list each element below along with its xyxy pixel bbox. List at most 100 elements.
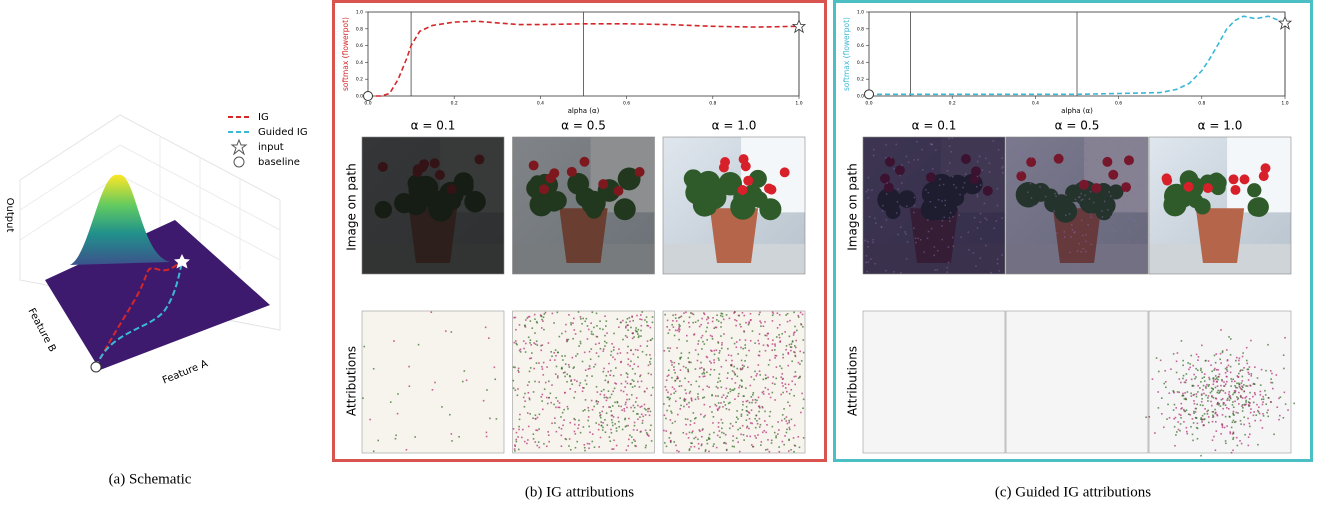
attribution-dot [1220, 398, 1223, 401]
attribution-dot [395, 434, 397, 437]
attribution-dot [607, 370, 610, 373]
attribution-dot [581, 322, 583, 325]
noise [1084, 194, 1086, 197]
attribution-dot [765, 431, 767, 434]
attribution-dot [597, 401, 600, 403]
attribution-dot [678, 326, 681, 328]
attribution-dot [740, 415, 743, 417]
attribution-dot [613, 439, 615, 442]
attribution-dot [762, 344, 765, 347]
attribution-dot [558, 426, 560, 429]
attribution-dot [1229, 432, 1232, 435]
attribution-dot [558, 335, 561, 338]
attribution-dot [802, 398, 805, 401]
noise [1045, 163, 1048, 166]
attribution-dot [741, 380, 743, 382]
attribution-dot [582, 426, 585, 428]
noise [1082, 248, 1085, 250]
attribution-dot [1272, 387, 1274, 390]
attribution-dot [533, 367, 535, 370]
attribution-dot [785, 431, 788, 434]
flower [1202, 183, 1213, 194]
attribution-dot [666, 396, 669, 399]
noise [1087, 224, 1089, 226]
attribution-dot [638, 335, 640, 337]
noise [934, 269, 937, 271]
attribution-dot [740, 346, 742, 349]
attribution-dot [517, 436, 519, 438]
attribution-dot [673, 441, 676, 443]
attribution-dot [704, 450, 707, 453]
attribution-dot [631, 441, 634, 444]
attribution-dot [756, 422, 759, 425]
attribution-dot [665, 389, 668, 391]
attribution-dot [701, 372, 704, 375]
attribution-dot [711, 335, 714, 338]
attribution-dot [529, 342, 531, 344]
noise [1118, 262, 1120, 264]
noise [1094, 167, 1097, 169]
attribution-dot [701, 348, 703, 350]
attribution-dot [587, 368, 590, 370]
attribution-dot [702, 397, 704, 399]
attribution-dot [639, 406, 642, 408]
image-dim [863, 137, 1005, 274]
attribution-dot [1265, 403, 1268, 406]
legend-label: Guided IG [258, 127, 308, 138]
noise [1002, 172, 1004, 174]
attribution-dot [741, 311, 744, 314]
attribution-dot [1208, 376, 1210, 379]
noise [1066, 180, 1069, 182]
noise [872, 154, 875, 157]
attribution-dot [577, 311, 580, 313]
attribution-dot [522, 396, 525, 399]
attribution-dot [758, 410, 760, 413]
attribution-dot [757, 405, 760, 408]
attribution-dot [1207, 397, 1209, 399]
attribution-dot [1237, 412, 1239, 414]
attribution-dot [623, 408, 625, 410]
attribution-dot [584, 399, 587, 401]
attribution-dot [594, 363, 597, 366]
attribution-dot [1186, 391, 1189, 393]
attribution-dot [752, 399, 754, 401]
noise [1074, 231, 1076, 233]
attribution-dot [664, 313, 666, 316]
attribution-dot [1182, 392, 1184, 395]
attribution-dot [1236, 382, 1238, 385]
attribution-dot [636, 333, 639, 335]
attribution-dot [720, 427, 723, 430]
attribution-dot [578, 424, 580, 426]
attribution-dot [605, 396, 608, 399]
attribution-dot [1233, 421, 1236, 424]
attribution-dot [703, 368, 705, 370]
attribution-dot [647, 408, 649, 410]
attribution-dot [635, 327, 637, 329]
attribution-dot [636, 429, 638, 431]
attribution-dot [754, 370, 756, 373]
attribution-dot [785, 314, 787, 316]
attribution-dot [572, 322, 574, 324]
attribution-dot [629, 365, 631, 367]
noise [1105, 270, 1108, 273]
attribution-dot [739, 427, 741, 429]
attribution-dot [1180, 340, 1183, 342]
attribution-dot [610, 428, 612, 431]
attribution-dot [1193, 400, 1195, 402]
attribution-dot [749, 319, 752, 322]
attribution-dot [711, 411, 713, 413]
attribution-dot [647, 410, 649, 413]
noise [905, 258, 908, 260]
noise [906, 205, 908, 207]
attribution-dot [794, 445, 797, 447]
noise [933, 254, 935, 257]
attribution-dot [586, 325, 589, 327]
attribution-dot [599, 436, 602, 439]
attribution-dot [595, 399, 598, 402]
attribution-dot [548, 380, 550, 383]
attribution-dot [751, 401, 753, 404]
attribution-dot [722, 318, 725, 321]
attribution-dot [755, 375, 758, 377]
attribution-dot [689, 420, 692, 422]
